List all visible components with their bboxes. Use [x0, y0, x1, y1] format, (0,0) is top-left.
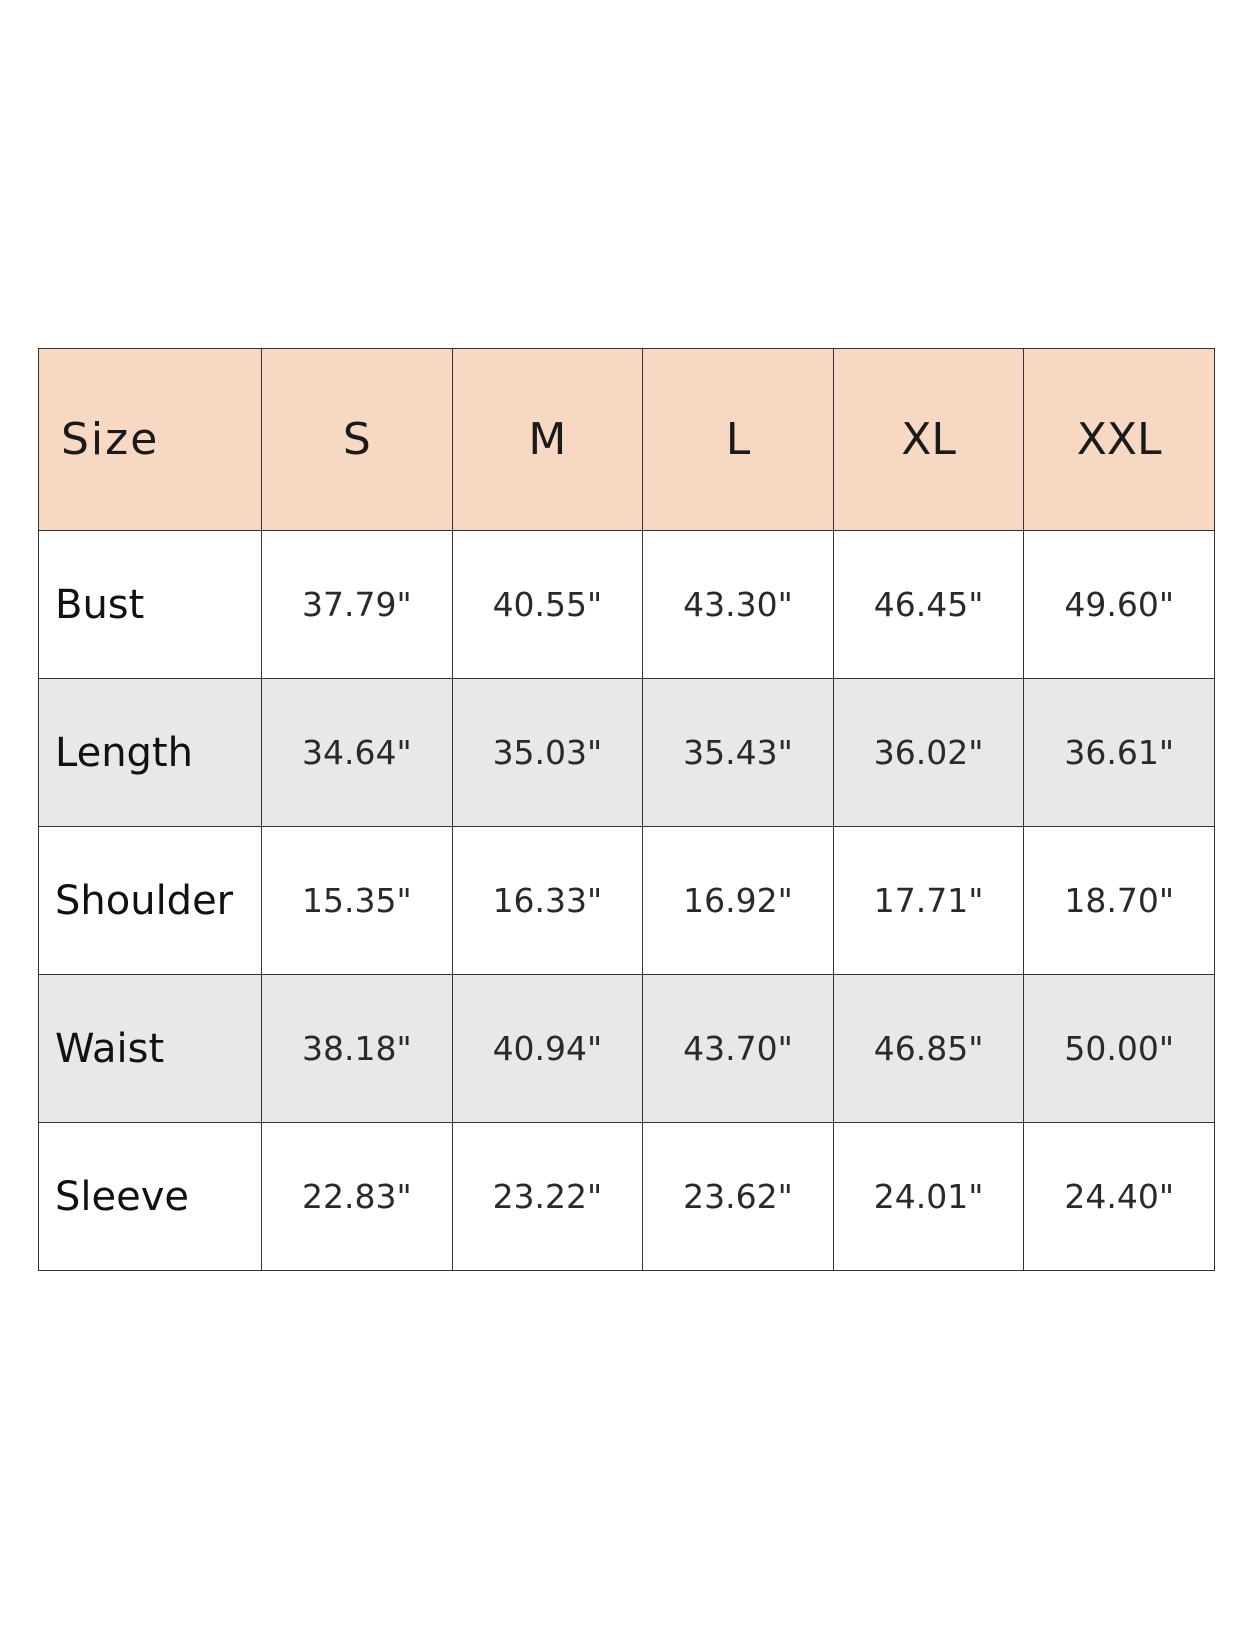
table-row-length: Length 34.64" 35.03" 35.43" 36.02" 36.61… [38, 678, 1215, 827]
table-row-sleeve: Sleeve 22.83" 23.22" 23.62" 24.01" 24.40… [38, 1122, 1215, 1271]
cell: 46.85" [832, 974, 1025, 1123]
row-label: Shoulder [38, 826, 262, 975]
header-m: M [451, 348, 644, 531]
row-label: Waist [38, 974, 262, 1123]
cell: 23.62" [642, 1122, 834, 1271]
header-l: L [642, 348, 834, 531]
cell: 16.33" [451, 826, 644, 975]
header-size: Size [38, 348, 262, 531]
row-label: Length [38, 678, 262, 827]
cell: 38.18" [261, 974, 453, 1123]
row-label: Bust [38, 530, 262, 679]
cell: 34.64" [261, 678, 453, 827]
cell: 35.43" [642, 678, 834, 827]
cell: 17.71" [832, 826, 1025, 975]
header-row: Size S M L XL XXL [38, 348, 1215, 531]
cell: 46.45" [832, 530, 1025, 679]
cell: 35.03" [451, 678, 644, 827]
cell: 40.55" [451, 530, 644, 679]
table-row-bust: Bust 37.79" 40.55" 43.30" 46.45" 49.60" [38, 530, 1215, 679]
row-label: Sleeve [38, 1122, 262, 1271]
cell: 15.35" [261, 826, 453, 975]
cell: 36.02" [832, 678, 1025, 827]
size-chart-table: Size S M L XL XXL Bust 37.79" 40.55" 43.… [38, 348, 1215, 1271]
cell: 49.60" [1023, 530, 1215, 679]
header-s: S [261, 348, 453, 531]
cell: 36.61" [1023, 678, 1215, 827]
table-row-shoulder: Shoulder 15.35" 16.33" 16.92" 17.71" 18.… [38, 826, 1215, 975]
header-xl: XL [832, 348, 1025, 531]
cell: 50.00" [1023, 974, 1215, 1123]
cell: 18.70" [1023, 826, 1215, 975]
cell: 37.79" [261, 530, 453, 679]
cell: 43.70" [642, 974, 834, 1123]
cell: 23.22" [451, 1122, 644, 1271]
cell: 16.92" [642, 826, 834, 975]
cell: 24.40" [1023, 1122, 1215, 1271]
table-row-waist: Waist 38.18" 40.94" 43.70" 46.85" 50.00" [38, 974, 1215, 1123]
cell: 22.83" [261, 1122, 453, 1271]
cell: 43.30" [642, 530, 834, 679]
cell: 40.94" [451, 974, 644, 1123]
cell: 24.01" [832, 1122, 1025, 1271]
header-xxl: XXL [1023, 348, 1215, 531]
